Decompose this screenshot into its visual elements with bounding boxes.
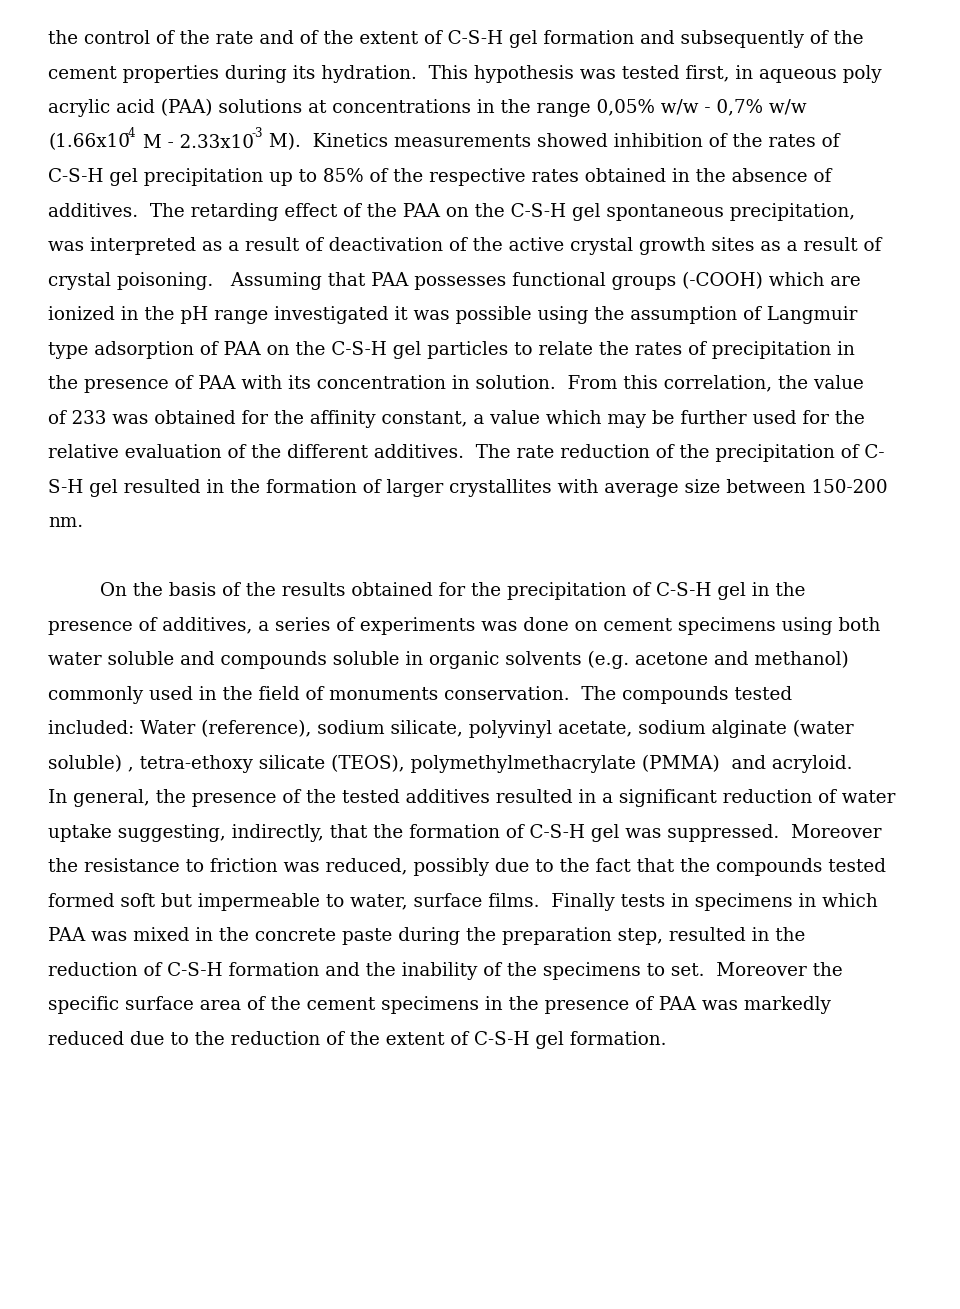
Text: reduced due to the reduction of the extent of C-S-H gel formation.: reduced due to the reduction of the exte…: [48, 1030, 666, 1049]
Text: included: Water (reference), sodium silicate, polyvinyl acetate, sodium alginate: included: Water (reference), sodium sili…: [48, 720, 853, 738]
Text: PAA was mixed in the concrete paste during the preparation step, resulted in the: PAA was mixed in the concrete paste duri…: [48, 927, 805, 945]
Text: soluble) , tetra-ethoxy silicate (TEOS), polymethylmethacrylate (PMMA)  and acry: soluble) , tetra-ethoxy silicate (TEOS),…: [48, 754, 852, 772]
Text: -4: -4: [124, 127, 135, 140]
Text: relative evaluation of the different additives.  The rate reduction of the preci: relative evaluation of the different add…: [48, 444, 884, 462]
Text: uptake suggesting, indirectly, that the formation of C-S-H gel was suppressed.  : uptake suggesting, indirectly, that the …: [48, 823, 881, 842]
Text: In general, the presence of the tested additives resulted in a significant reduc: In general, the presence of the tested a…: [48, 789, 896, 808]
Text: ionized in the pH range investigated it was possible using the assumption of Lan: ionized in the pH range investigated it …: [48, 306, 857, 325]
Text: specific surface area of the cement specimens in the presence of PAA was markedl: specific surface area of the cement spec…: [48, 996, 830, 1014]
Text: water soluble and compounds soluble in organic solvents (e.g. acetone and methan: water soluble and compounds soluble in o…: [48, 651, 849, 669]
Text: presence of additives, a series of experiments was done on cement specimens usin: presence of additives, a series of exper…: [48, 617, 880, 635]
Text: cement properties during its hydration.  This hypothesis was tested first, in aq: cement properties during its hydration. …: [48, 64, 881, 82]
Text: M - 2.33x10: M - 2.33x10: [136, 134, 253, 152]
Text: On the basis of the results obtained for the precipitation of C-S-H gel in the: On the basis of the results obtained for…: [100, 583, 805, 600]
Text: M).  Kinetics measurements showed inhibition of the rates of: M). Kinetics measurements showed inhibit…: [263, 134, 840, 152]
Text: (1.66x10: (1.66x10: [48, 134, 130, 152]
Text: additives.  The retarding effect of the PAA on the C-S-H gel spontaneous precipi: additives. The retarding effect of the P…: [48, 203, 855, 220]
Text: the resistance to friction was reduced, possibly due to the fact that the compou: the resistance to friction was reduced, …: [48, 857, 886, 876]
Text: the presence of PAA with its concentration in solution.  From this correlation, : the presence of PAA with its concentrati…: [48, 374, 864, 393]
Text: formed soft but impermeable to water, surface films.  Finally tests in specimens: formed soft but impermeable to water, su…: [48, 893, 877, 911]
Text: the control of the rate and of the extent of C-S-H gel formation and subsequentl: the control of the rate and of the exten…: [48, 30, 864, 48]
Text: C-S-H gel precipitation up to 85% of the respective rates obtained in the absenc: C-S-H gel precipitation up to 85% of the…: [48, 168, 831, 186]
Text: of 233 was obtained for the affinity constant, a value which may be further used: of 233 was obtained for the affinity con…: [48, 410, 865, 428]
Text: type adsorption of PAA on the C-S-H gel particles to relate the rates of precipi: type adsorption of PAA on the C-S-H gel …: [48, 340, 854, 359]
Text: acrylic acid (PAA) solutions at concentrations in the range 0,05% w/w - 0,7% w/w: acrylic acid (PAA) solutions at concentr…: [48, 99, 806, 118]
Text: crystal poisoning.   Assuming that PAA possesses functional groups (-COOH) which: crystal poisoning. Assuming that PAA pos…: [48, 271, 861, 289]
Text: nm.: nm.: [48, 513, 84, 531]
Text: reduction of C-S-H formation and the inability of the specimens to set.  Moreove: reduction of C-S-H formation and the ina…: [48, 962, 843, 979]
Text: S-H gel resulted in the formation of larger crystallites with average size betwe: S-H gel resulted in the formation of lar…: [48, 479, 888, 496]
Text: was interpreted as a result of deactivation of the active crystal growth sites a: was interpreted as a result of deactivat…: [48, 237, 881, 255]
Text: commonly used in the field of monuments conservation.  The compounds tested: commonly used in the field of monuments …: [48, 686, 792, 703]
Text: -3: -3: [252, 127, 262, 140]
